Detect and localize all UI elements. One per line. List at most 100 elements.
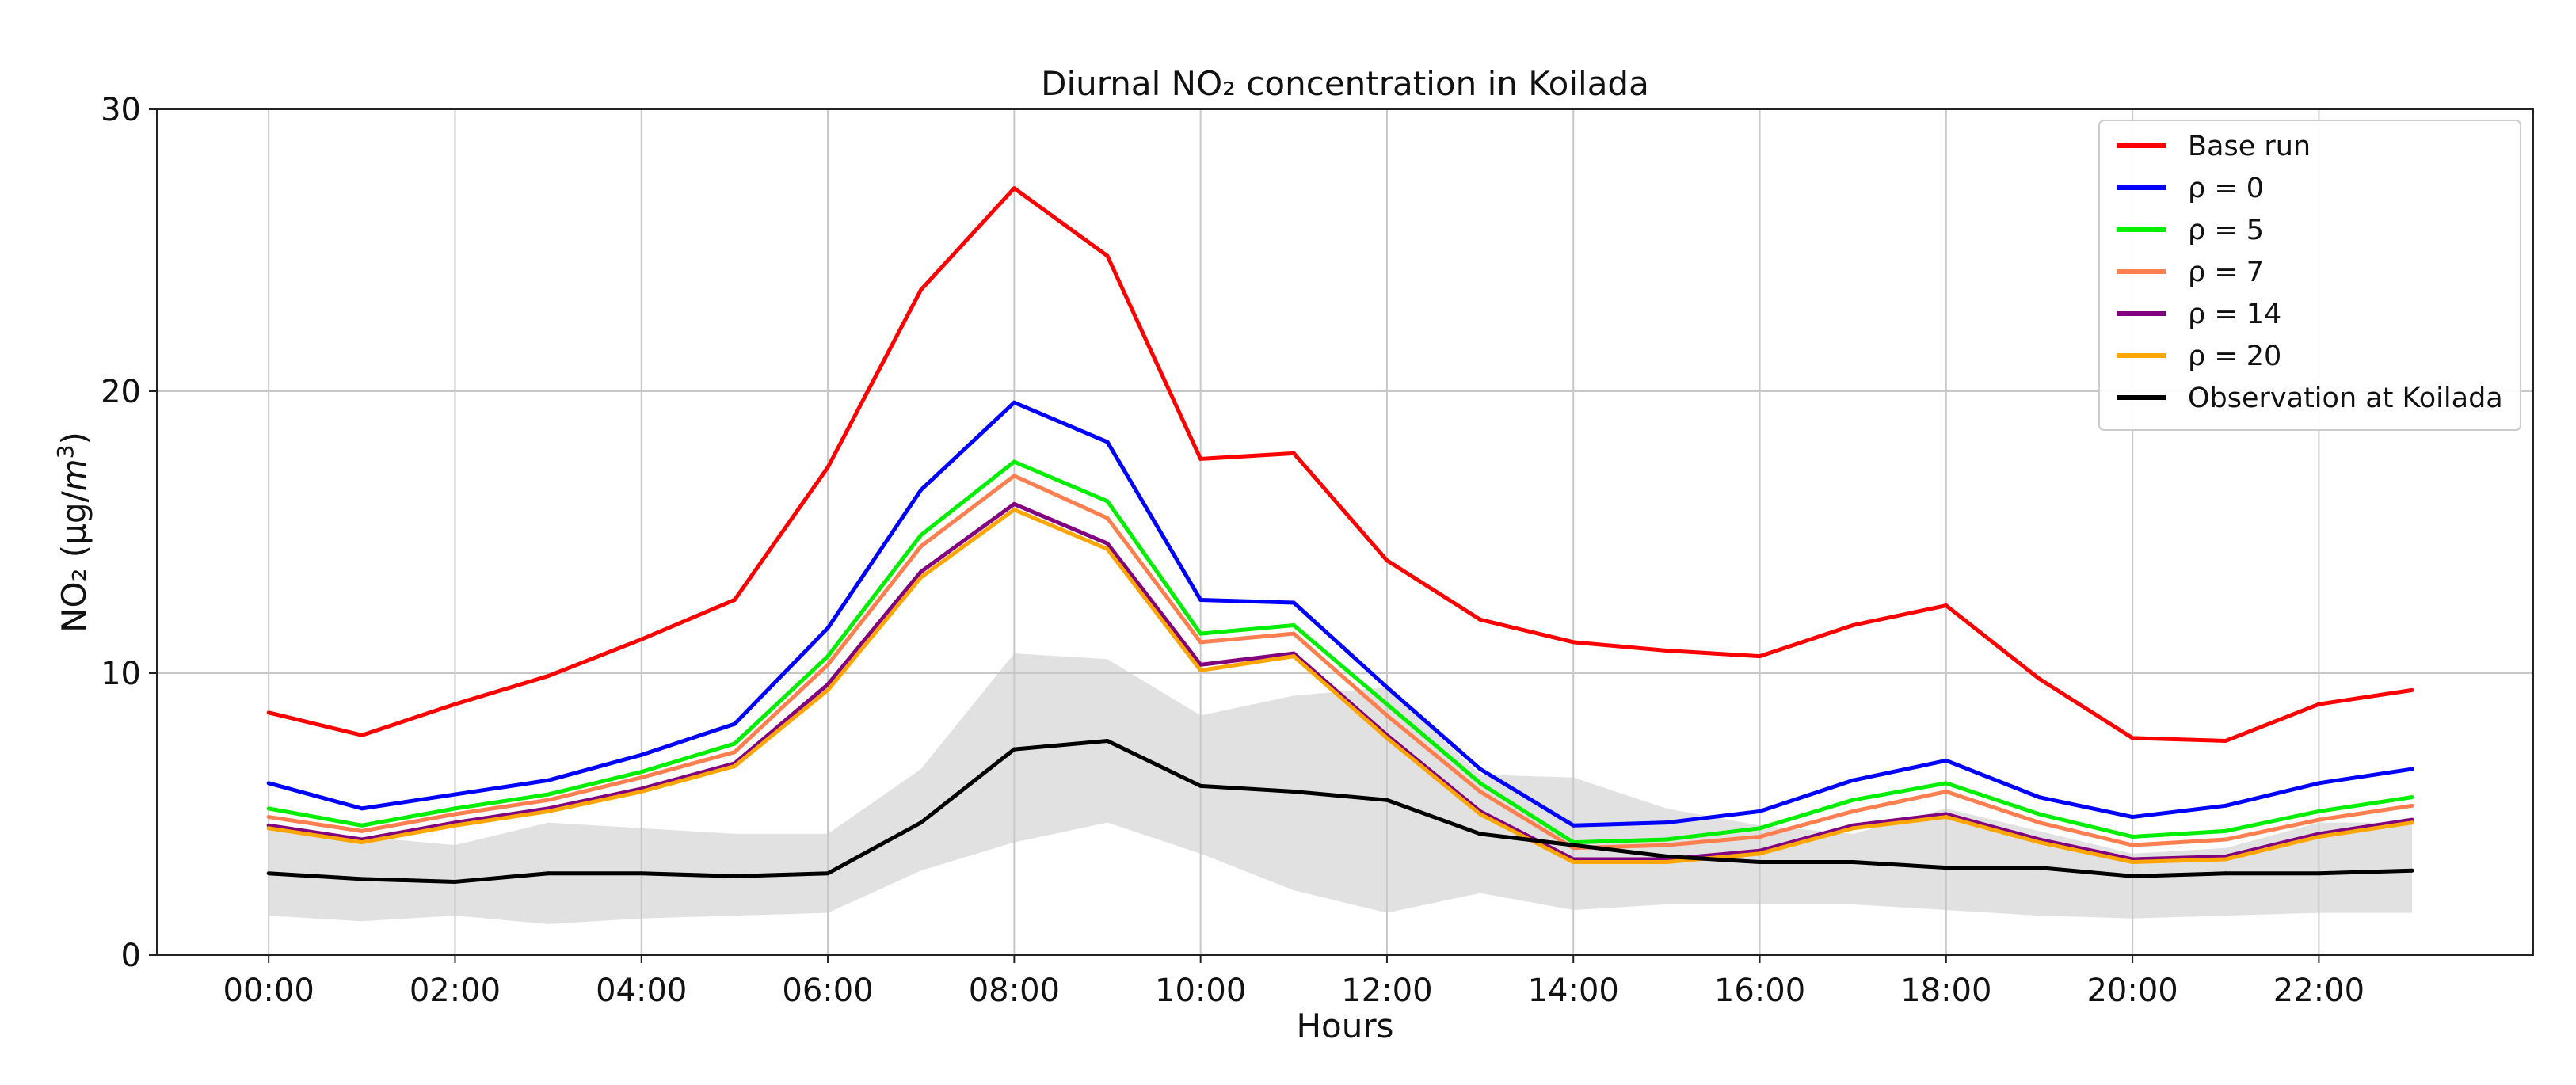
data-point	[1291, 600, 1296, 605]
data-point	[452, 879, 457, 884]
legend-label: Observation at Koilada	[2188, 383, 2503, 414]
data-point	[1198, 783, 1203, 788]
data-point	[1105, 541, 1110, 546]
x-tick-label: 18:00	[1900, 973, 1991, 1009]
x-tick-label: 10:00	[1155, 973, 1246, 1009]
data-point	[732, 750, 737, 755]
data-point	[2410, 820, 2414, 825]
data-point	[2130, 860, 2135, 865]
data-point	[1758, 826, 1762, 831]
data-point	[919, 820, 924, 825]
data-point	[452, 812, 457, 817]
data-point	[825, 687, 830, 692]
data-point	[639, 752, 644, 757]
data-point	[266, 781, 271, 786]
y-axis-title-main: NO₂ (µg/	[55, 490, 93, 632]
data-point	[1385, 736, 1389, 740]
data-point	[452, 806, 457, 811]
data-point	[1105, 440, 1110, 444]
data-point	[2037, 812, 2041, 817]
data-point	[1105, 738, 1110, 743]
data-point	[1758, 851, 1762, 856]
x-tick-label: 04:00	[596, 973, 687, 1009]
legend-label: ρ = 20	[2188, 341, 2281, 372]
data-point	[1478, 767, 1483, 771]
data-point	[1385, 713, 1389, 718]
series-line	[269, 738, 2413, 884]
data-point	[2410, 795, 2414, 800]
data-point	[1478, 790, 1483, 794]
chart-title: Diurnal NO₂ concentration in Koilada	[1041, 64, 1649, 103]
data-point	[1198, 597, 1203, 602]
data-point	[1198, 668, 1203, 672]
data-point	[266, 806, 271, 811]
legend-label: ρ = 0	[2188, 173, 2264, 204]
data-point	[452, 702, 457, 706]
data-point	[639, 637, 644, 641]
data-point	[2130, 843, 2135, 847]
data-point	[2037, 676, 2041, 681]
data-point	[2037, 840, 2041, 845]
data-point	[825, 871, 830, 876]
data-point	[546, 798, 551, 802]
data-point	[732, 874, 737, 878]
data-point	[452, 792, 457, 797]
data-point	[1105, 499, 1110, 504]
data-point	[546, 809, 551, 813]
data-point	[266, 871, 271, 876]
data-point	[2130, 815, 2135, 820]
data-point	[1850, 622, 1855, 627]
data-point	[825, 626, 830, 630]
data-point	[1758, 654, 1762, 659]
data-point	[1944, 781, 1949, 786]
data-point	[1664, 860, 1669, 865]
legend-label: Base run	[2188, 131, 2311, 162]
x-tick-label: 02:00	[410, 973, 501, 1009]
data-point	[1012, 459, 1016, 464]
data-point	[825, 662, 830, 667]
data-point	[2224, 857, 2228, 862]
data-point	[2037, 866, 2041, 870]
x-tick-label: 20:00	[2086, 973, 2178, 1009]
data-point	[919, 569, 924, 574]
data-point	[732, 721, 737, 726]
data-point	[1478, 832, 1483, 836]
data-point	[266, 826, 271, 831]
data-point	[1291, 622, 1296, 627]
data-point	[1291, 451, 1296, 455]
series-group	[266, 474, 2414, 851]
data-point	[1664, 854, 1669, 858]
data-point	[1478, 781, 1483, 786]
series-group	[266, 186, 2414, 743]
y-axis-title: NO₂ (µg/m3)	[52, 432, 93, 633]
data-point	[1758, 809, 1762, 813]
series-line	[268, 501, 2413, 862]
data-point	[1385, 702, 1389, 706]
data-point	[360, 877, 364, 881]
data-point	[1291, 654, 1296, 659]
data-point	[1478, 812, 1483, 817]
series-layer	[266, 186, 2414, 884]
data-point	[1850, 778, 1855, 782]
data-point	[825, 465, 830, 470]
series-group	[266, 508, 2414, 865]
data-point	[1198, 456, 1203, 461]
legend-box	[2098, 120, 2521, 431]
data-point	[732, 741, 737, 746]
data-point	[1105, 516, 1110, 520]
data-point	[1198, 640, 1203, 645]
data-point	[2224, 803, 2228, 808]
data-point	[1012, 474, 1016, 478]
data-point	[360, 828, 364, 833]
band-layer	[269, 653, 2413, 924]
tick-layer: 00:00 02:00 04:00 06:00 08:00 10:00 12:00 14:00…	[101, 92, 2365, 1009]
data-point	[1385, 798, 1389, 802]
data-point	[1478, 617, 1483, 622]
series-line	[268, 508, 2413, 865]
data-point	[1944, 758, 1949, 763]
data-point	[1385, 558, 1389, 563]
data-point	[732, 597, 737, 602]
data-point	[1012, 501, 1016, 506]
data-point	[1758, 860, 1762, 865]
